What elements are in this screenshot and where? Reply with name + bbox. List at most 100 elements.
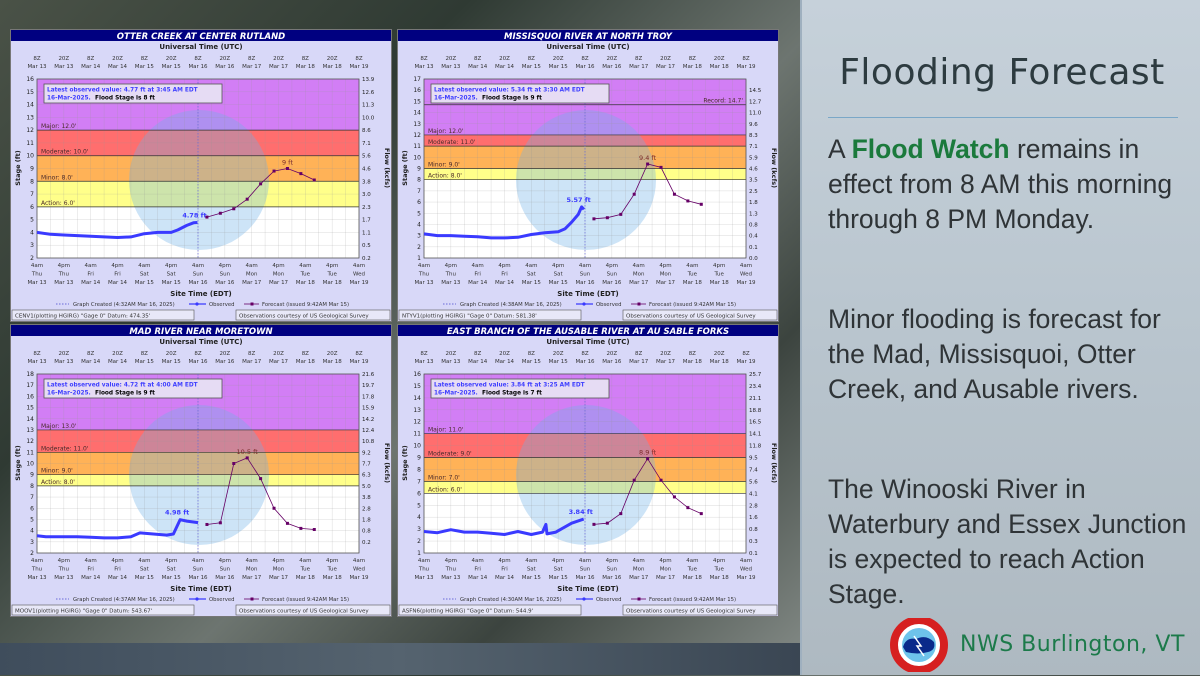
flow-tick-label: 14.5 <box>749 88 762 94</box>
utc-tick-hour: 8Z <box>581 56 588 62</box>
forecast-point <box>686 199 690 203</box>
site-time-tick: 4am <box>525 558 537 564</box>
noaa-watermark-icon <box>129 110 269 250</box>
flow-tick-label: 17.8 <box>362 394 375 400</box>
site-time-tick: 4am <box>31 558 43 564</box>
flow-tick-label: 4.1 <box>749 491 758 497</box>
stage-tick-label: 12 <box>26 438 34 445</box>
legend-observed: Observed <box>596 302 621 308</box>
flow-tick-label: 11.8 <box>749 444 762 450</box>
band-minor <box>424 457 746 482</box>
forecast-point <box>272 506 276 510</box>
forecast-peak-label: 8.9 ft <box>639 449 657 457</box>
text: A <box>828 134 852 164</box>
site-time-tick: Mar 16 <box>575 280 595 286</box>
flow-tick-label: 15.9 <box>362 406 375 412</box>
site-time-tick: Fri <box>87 272 94 278</box>
flow-tick-label: 3.8 <box>362 495 371 501</box>
site-time-tick: Fri <box>501 567 508 573</box>
site-time-tick: Thu <box>31 272 42 278</box>
site-time-tick: 4am <box>633 558 645 564</box>
flow-tick-label: 14.2 <box>362 417 374 423</box>
site-time-axis-label: Site Time (EDT) <box>170 585 231 593</box>
flow-tick-label: 12.4 <box>362 428 375 434</box>
title-bar <box>398 30 778 41</box>
forecast-point <box>299 172 303 176</box>
utc-tick-hour: 20Z <box>660 351 671 357</box>
utc-tick-date: Mar 14 <box>81 359 101 365</box>
stage-tick-label: 4 <box>30 528 34 535</box>
site-time-tick: Mar 17 <box>269 280 289 286</box>
site-time-tick: Mar 14 <box>108 280 128 286</box>
site-time-tick: Mar 18 <box>323 280 343 286</box>
stage-tick-label: 2 <box>417 244 421 251</box>
site-time-axis-label: Site Time (EDT) <box>557 290 618 298</box>
minor-flooding-text: Minor flooding is forecast for the Mad, … <box>828 304 1161 404</box>
hydrograph-svg: EAST BRANCH OF THE AUSABLE RIVER AT AU S… <box>398 325 778 616</box>
site-time-tick: Mon <box>273 272 285 278</box>
site-time-tick: 4pm <box>606 558 618 564</box>
site-time-tick: 4pm <box>552 263 564 269</box>
gage-datum-text: NTYV1(plotting HGIRG) "Gage 0" Datum: 58… <box>402 314 537 320</box>
forecast-point <box>285 521 289 525</box>
stage-tick-label: 5 <box>30 516 34 523</box>
site-time-axis-label: Site Time (EDT) <box>170 290 231 298</box>
flow-tick-label: 5.6 <box>749 479 758 485</box>
stage-tick-label: 6 <box>30 204 34 211</box>
flow-tick-label: 18.8 <box>749 408 762 414</box>
site-time-tick: Fri <box>114 272 121 278</box>
site-time-tick: 4am <box>299 263 311 269</box>
flow-tick-label: 0.1 <box>749 245 758 251</box>
site-time-tick: Mar 14 <box>495 280 515 286</box>
site-time-tick: Fri <box>474 567 481 573</box>
site-time-tick: Sat <box>140 567 150 573</box>
utc-tick-date: Mar 18 <box>296 359 316 365</box>
stage-tick-label: 7 <box>30 191 34 198</box>
site-time-tick: Mar 14 <box>81 575 101 581</box>
divider <box>828 117 1178 118</box>
band-minor <box>37 452 359 475</box>
flow-tick-label: 5.0 <box>362 484 371 490</box>
utc-tick-hour: 20Z <box>714 56 725 62</box>
site-time-tick: Sat <box>554 272 564 278</box>
latest-observed-box <box>43 378 223 399</box>
forecast-point <box>218 521 222 525</box>
utc-tick-date: Mar 16 <box>575 64 595 70</box>
forecast-point <box>259 182 263 186</box>
site-time-tick: Mar 18 <box>683 280 703 286</box>
forecast-point <box>272 169 276 173</box>
utc-tick-date: Mar 15 <box>162 64 182 70</box>
stage-label-major: Major: 11.0' <box>428 427 464 434</box>
utc-tick-hour: 8Z <box>581 351 588 357</box>
flow-tick-label: 11.3 <box>362 103 375 109</box>
site-time-tick: 4am <box>633 263 645 269</box>
flow-tick-label: 1.7 <box>362 218 371 224</box>
latest-observed-box <box>430 378 610 399</box>
utc-tick-hour: 20Z <box>166 351 177 357</box>
flood-stage-text: Flood Stage is 9 ft <box>95 391 155 397</box>
utc-tick-date: Mar 14 <box>468 64 488 70</box>
utc-tick-hour: 8Z <box>635 56 642 62</box>
utc-tick-hour: 20Z <box>112 351 123 357</box>
stage-tick-label: 10 <box>413 443 421 450</box>
utc-tick-date: Mar 17 <box>629 64 649 70</box>
forecast-point <box>218 211 222 215</box>
flow-tick-label: 2.5 <box>749 189 758 195</box>
site-time-tick: Fri <box>87 567 94 573</box>
observed-peak-label: 4.98 ft <box>165 509 189 517</box>
utc-tick-hour: 8Z <box>194 56 201 62</box>
site-time-tick: Mar 15 <box>522 280 542 286</box>
stage-tick-label: 1 <box>417 255 421 262</box>
stage-tick-label: 15 <box>26 89 34 96</box>
forecast-point <box>205 215 209 219</box>
site-time-tick: Sat <box>554 567 564 573</box>
utc-tick-hour: 8Z <box>248 56 255 62</box>
site-time-tick: Mar 16 <box>602 280 622 286</box>
utc-tick-hour: 8Z <box>302 56 309 62</box>
flow-tick-label: 9.5 <box>749 456 758 462</box>
site-time-tick: Thu <box>445 567 456 573</box>
utc-tick-hour: 8Z <box>355 56 362 62</box>
utc-tick-hour: 8Z <box>420 351 427 357</box>
observed-series-line <box>423 205 586 240</box>
utc-tick-date: Mar 17 <box>656 64 676 70</box>
